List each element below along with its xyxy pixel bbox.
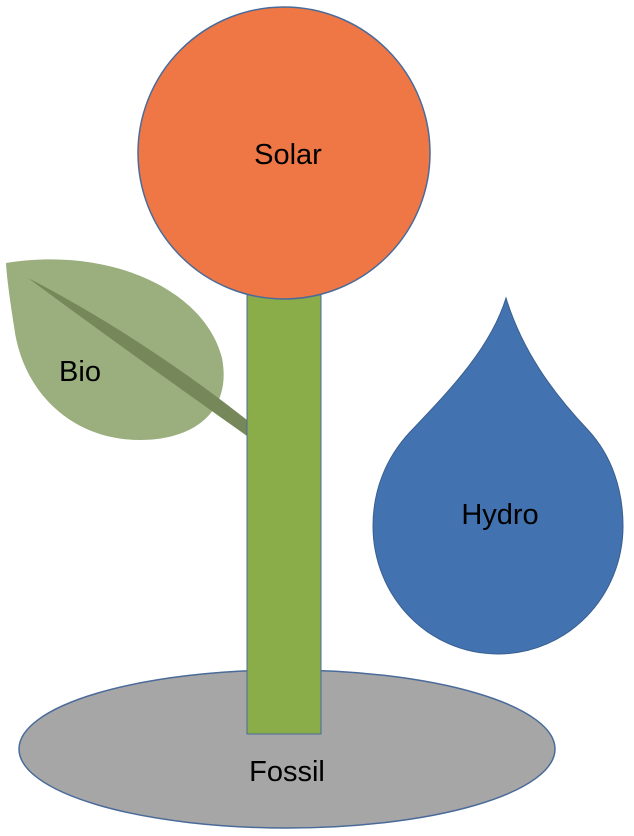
fossil-label: Fossil [249,756,325,788]
hydro-drop [372,296,624,655]
bio-leaf-vein [28,278,247,436]
solar-circle [137,6,431,300]
flower-stem [246,291,322,735]
bio-leaf-shape [6,259,224,440]
hydro-label: Hydro [461,499,538,531]
solar-label: Solar [254,139,322,171]
bio-label: Bio [59,356,101,388]
